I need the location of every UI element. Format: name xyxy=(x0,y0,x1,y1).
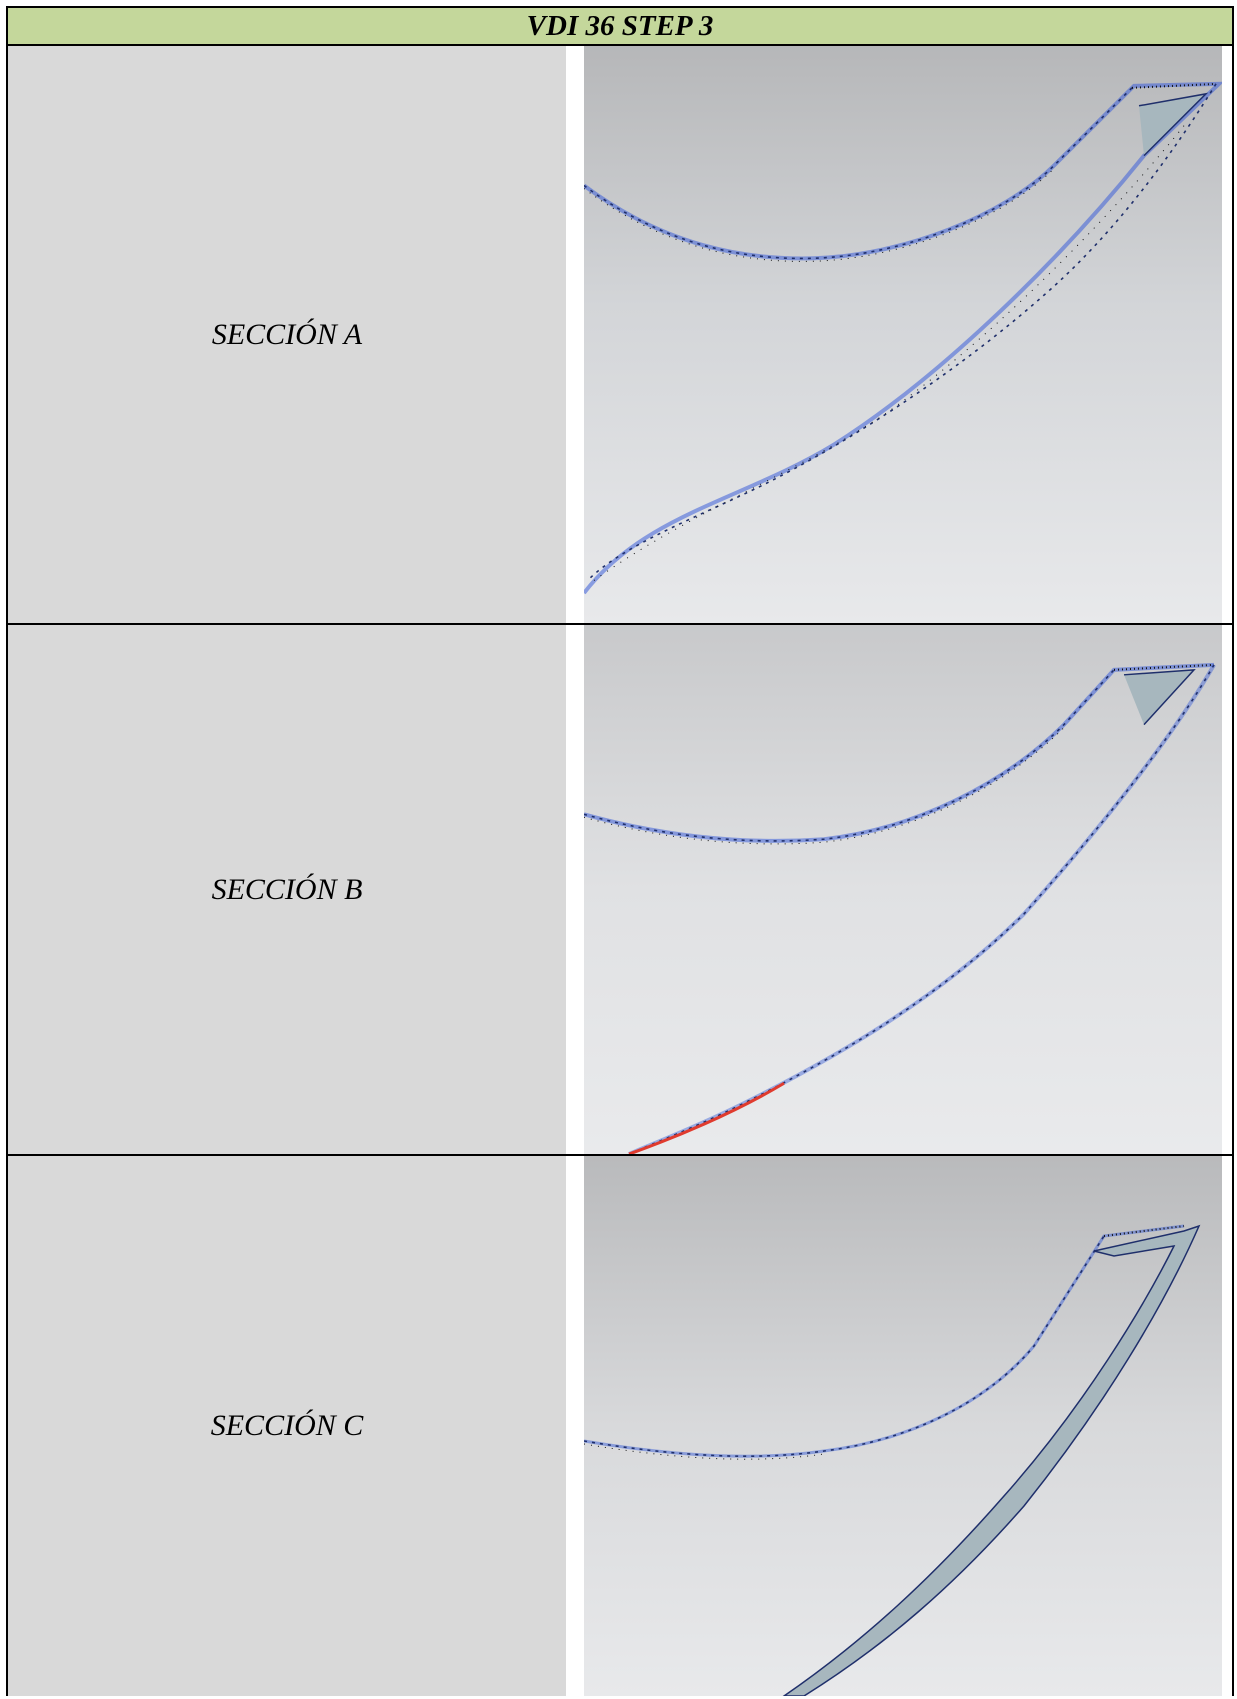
results-table: VDI 36 STEP 3 SECCIÓN A xyxy=(6,6,1234,1696)
blade-profile-graphic xyxy=(584,1156,1222,1696)
section-label: SECCIÓN B xyxy=(211,872,363,906)
section-image xyxy=(584,1156,1222,1696)
table-row: SECCIÓN A xyxy=(8,46,1232,625)
section-label-cell: SECCIÓN A xyxy=(8,46,566,623)
section-image xyxy=(584,46,1222,623)
section-label: SECCIÓN C xyxy=(210,1409,364,1442)
section-label-cell: SECCIÓN C xyxy=(8,1156,566,1696)
table-row: SECCIÓN C xyxy=(8,1156,1232,1696)
section-image xyxy=(584,625,1222,1154)
table-row: SECCIÓN B xyxy=(8,625,1232,1156)
table-header: VDI 36 STEP 3 xyxy=(8,6,1232,46)
table-title: VDI 36 STEP 3 xyxy=(526,9,714,42)
section-label-cell: SECCIÓN B xyxy=(8,625,566,1154)
blade-profile-graphic xyxy=(584,625,1222,1154)
blade-profile-graphic xyxy=(584,46,1222,623)
section-label: SECCIÓN A xyxy=(211,317,363,351)
